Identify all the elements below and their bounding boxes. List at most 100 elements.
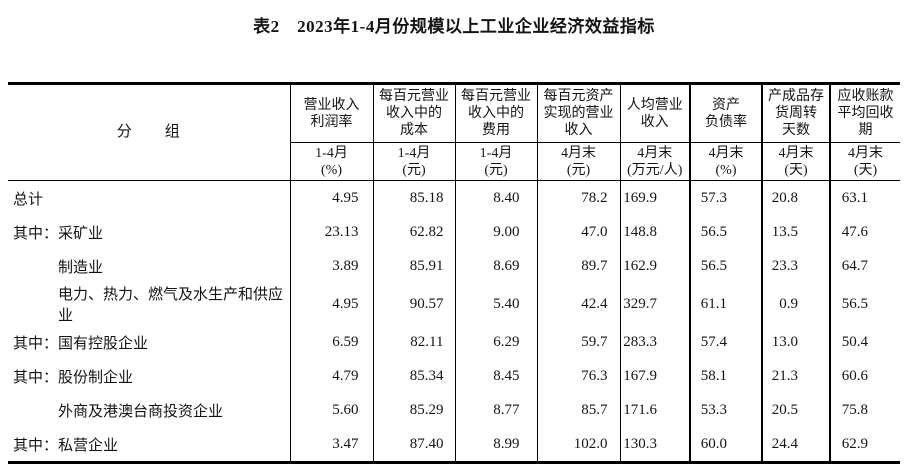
value-cell: 5.40 [454, 283, 537, 325]
value-cell: 13.5 [761, 215, 830, 249]
value-cell: 85.34 [372, 359, 455, 393]
row-label: 其中：采矿业 [13, 225, 104, 242]
unit-header: 4月末 (元) [536, 142, 620, 181]
value-cell: 50.4 [829, 325, 900, 359]
table-row: 其中：股份制企业 4.79 85.34 8.45 76.3 167.9 58.1 21.3 60… [8, 359, 900, 393]
unit-header: 1-4月 (元) [454, 142, 537, 181]
value-cell: 162.9 [619, 249, 690, 283]
value-cell: 56.5 [689, 249, 762, 283]
value-cell: 23.3 [761, 249, 830, 283]
column-header-expense-per-100: 每百元营业 收入中的 费用 [454, 83, 537, 143]
value-cell: 85.91 [372, 249, 455, 283]
value-cell: 8.45 [454, 359, 537, 393]
table-row: 外商及港澳台商投资企业 5.60 85.29 8.77 85.7 171.6 53.3 20.… [8, 393, 900, 427]
table-body: 总计 4.95 85.18 8.40 78.2 169.9 57.3 20.8 63.1 其中：采… [8, 180, 900, 463]
value-cell: 78.2 [536, 180, 620, 215]
value-cell: 4.95 [289, 180, 373, 215]
table-row: 其中：国有控股企业 6.59 82.11 6.29 59.7 283.3 57.4 13.0 5… [8, 325, 900, 359]
unit-header: 1-4月 (%) [289, 142, 373, 181]
value-cell: 61.1 [689, 283, 762, 325]
column-header-cost-per-100: 每百元营业 收入中的 成本 [372, 83, 455, 143]
value-cell: 56.5 [829, 283, 900, 325]
header-unit-row: 1-4月 (%) 1-4月 (元) 1-4月 (元) 4月末 (元) 4月末 (… [8, 142, 900, 181]
value-cell: 42.4 [536, 283, 620, 325]
value-cell: 9.00 [454, 215, 537, 249]
unit-header: 4月末 (万元/人) [619, 142, 690, 181]
value-cell: 75.8 [829, 393, 900, 427]
table-row: 其中：采矿业 23.13 62.82 9.00 47.0 148.8 56.5 13.5 47.… [8, 215, 900, 249]
indicators-table: 分 组 营业收入 利润率 每百元营业 收入中的 成本 每百元营业 收入中的 费用… [8, 82, 900, 464]
value-cell: 24.4 [761, 427, 830, 463]
column-header-group: 分 组 [8, 83, 290, 181]
value-cell: 8.69 [454, 249, 537, 283]
value-cell: 90.57 [372, 283, 455, 325]
value-cell: 130.3 [619, 427, 690, 463]
value-cell: 20.8 [761, 180, 830, 215]
header-name-row: 分 组 营业收入 利润率 每百元营业 收入中的 成本 每百元营业 收入中的 费用… [8, 83, 900, 181]
value-cell: 6.29 [454, 325, 537, 359]
column-header-profit-margin: 营业收入 利润率 [289, 83, 373, 143]
row-label: 电力、热力、燃气及水生产和供应业 [58, 287, 284, 324]
row-label: 外商及港澳台商投资企业 [58, 403, 224, 420]
value-cell: 85.7 [536, 393, 620, 427]
value-cell: 23.13 [289, 215, 373, 249]
value-cell: 58.1 [689, 359, 762, 393]
value-cell: 169.9 [619, 180, 690, 215]
value-cell: 4.79 [289, 359, 373, 393]
column-header-revenue-per-asset: 每百元资产 实现的营业 收入 [536, 83, 620, 143]
value-cell: 283.3 [619, 325, 690, 359]
value-cell: 4.95 [289, 283, 373, 325]
value-cell: 57.4 [689, 325, 762, 359]
value-cell: 329.7 [619, 283, 690, 325]
value-cell: 62.82 [372, 215, 455, 249]
value-cell: 63.1 [829, 180, 900, 215]
value-cell: 167.9 [619, 359, 690, 393]
value-cell: 13.0 [761, 325, 830, 359]
value-cell: 8.77 [454, 393, 537, 427]
value-cell: 102.0 [536, 427, 620, 463]
value-cell: 3.89 [289, 249, 373, 283]
value-cell: 8.99 [454, 427, 537, 463]
column-header-revenue-per-capita: 人均营业 收入 [619, 83, 690, 143]
value-cell: 87.40 [372, 427, 455, 463]
unit-header: 4月末 (天) [829, 142, 900, 181]
value-cell: 89.7 [536, 249, 620, 283]
table-row: 其中：私营企业 3.47 87.40 8.99 102.0 130.3 60.0 24.4 62… [8, 427, 900, 463]
table-row: 制造业 3.89 85.91 8.69 89.7 162.9 56.5 23.3 64.7 [8, 249, 900, 283]
row-label: 其中：国有控股企业 [13, 335, 149, 352]
row-label: 制造业 [58, 259, 104, 276]
table-title: 表2 2023年1-4月份规模以上工业企业经济效益指标 [253, 17, 655, 36]
value-cell: 59.7 [536, 325, 620, 359]
value-cell: 76.3 [536, 359, 620, 393]
value-cell: 171.6 [619, 393, 690, 427]
table-row: 总计 4.95 85.18 8.40 78.2 169.9 57.3 20.8 63.1 [8, 180, 900, 215]
value-cell: 82.11 [372, 325, 455, 359]
unit-header: 1-4月 (元) [372, 142, 455, 181]
column-header-debt-ratio: 资产 负债率 [689, 83, 762, 143]
value-cell: 47.6 [829, 215, 900, 249]
table-header: 分 组 营业收入 利润率 每百元营业 收入中的 成本 每百元营业 收入中的 费用… [8, 83, 900, 181]
value-cell: 85.29 [372, 393, 455, 427]
value-cell: 8.40 [454, 180, 537, 215]
value-cell: 64.7 [829, 249, 900, 283]
column-header-inventory-turnover: 产成品存 货周转 天数 [761, 83, 830, 143]
value-cell: 21.3 [761, 359, 830, 393]
value-cell: 62.9 [829, 427, 900, 463]
row-label: 总计 [13, 191, 44, 208]
value-cell: 60.0 [689, 427, 762, 463]
unit-header: 4月末 (%) [689, 142, 762, 181]
table-row: 电力、热力、燃气及水生产和供应业 4.95 90.57 5.40 42.4 329.7 61… [8, 283, 900, 325]
row-label: 其中：私营企业 [13, 437, 119, 454]
row-label: 其中：股份制企业 [13, 369, 134, 386]
value-cell: 47.0 [536, 215, 620, 249]
value-cell: 56.5 [689, 215, 762, 249]
value-cell: 0.9 [761, 283, 830, 325]
value-cell: 57.3 [689, 180, 762, 215]
value-cell: 60.6 [829, 359, 900, 393]
value-cell: 20.5 [761, 393, 830, 427]
value-cell: 85.18 [372, 180, 455, 215]
value-cell: 6.59 [289, 325, 373, 359]
value-cell: 148.8 [619, 215, 690, 249]
value-cell: 5.60 [289, 393, 373, 427]
unit-header: 4月末 (天) [761, 142, 830, 181]
